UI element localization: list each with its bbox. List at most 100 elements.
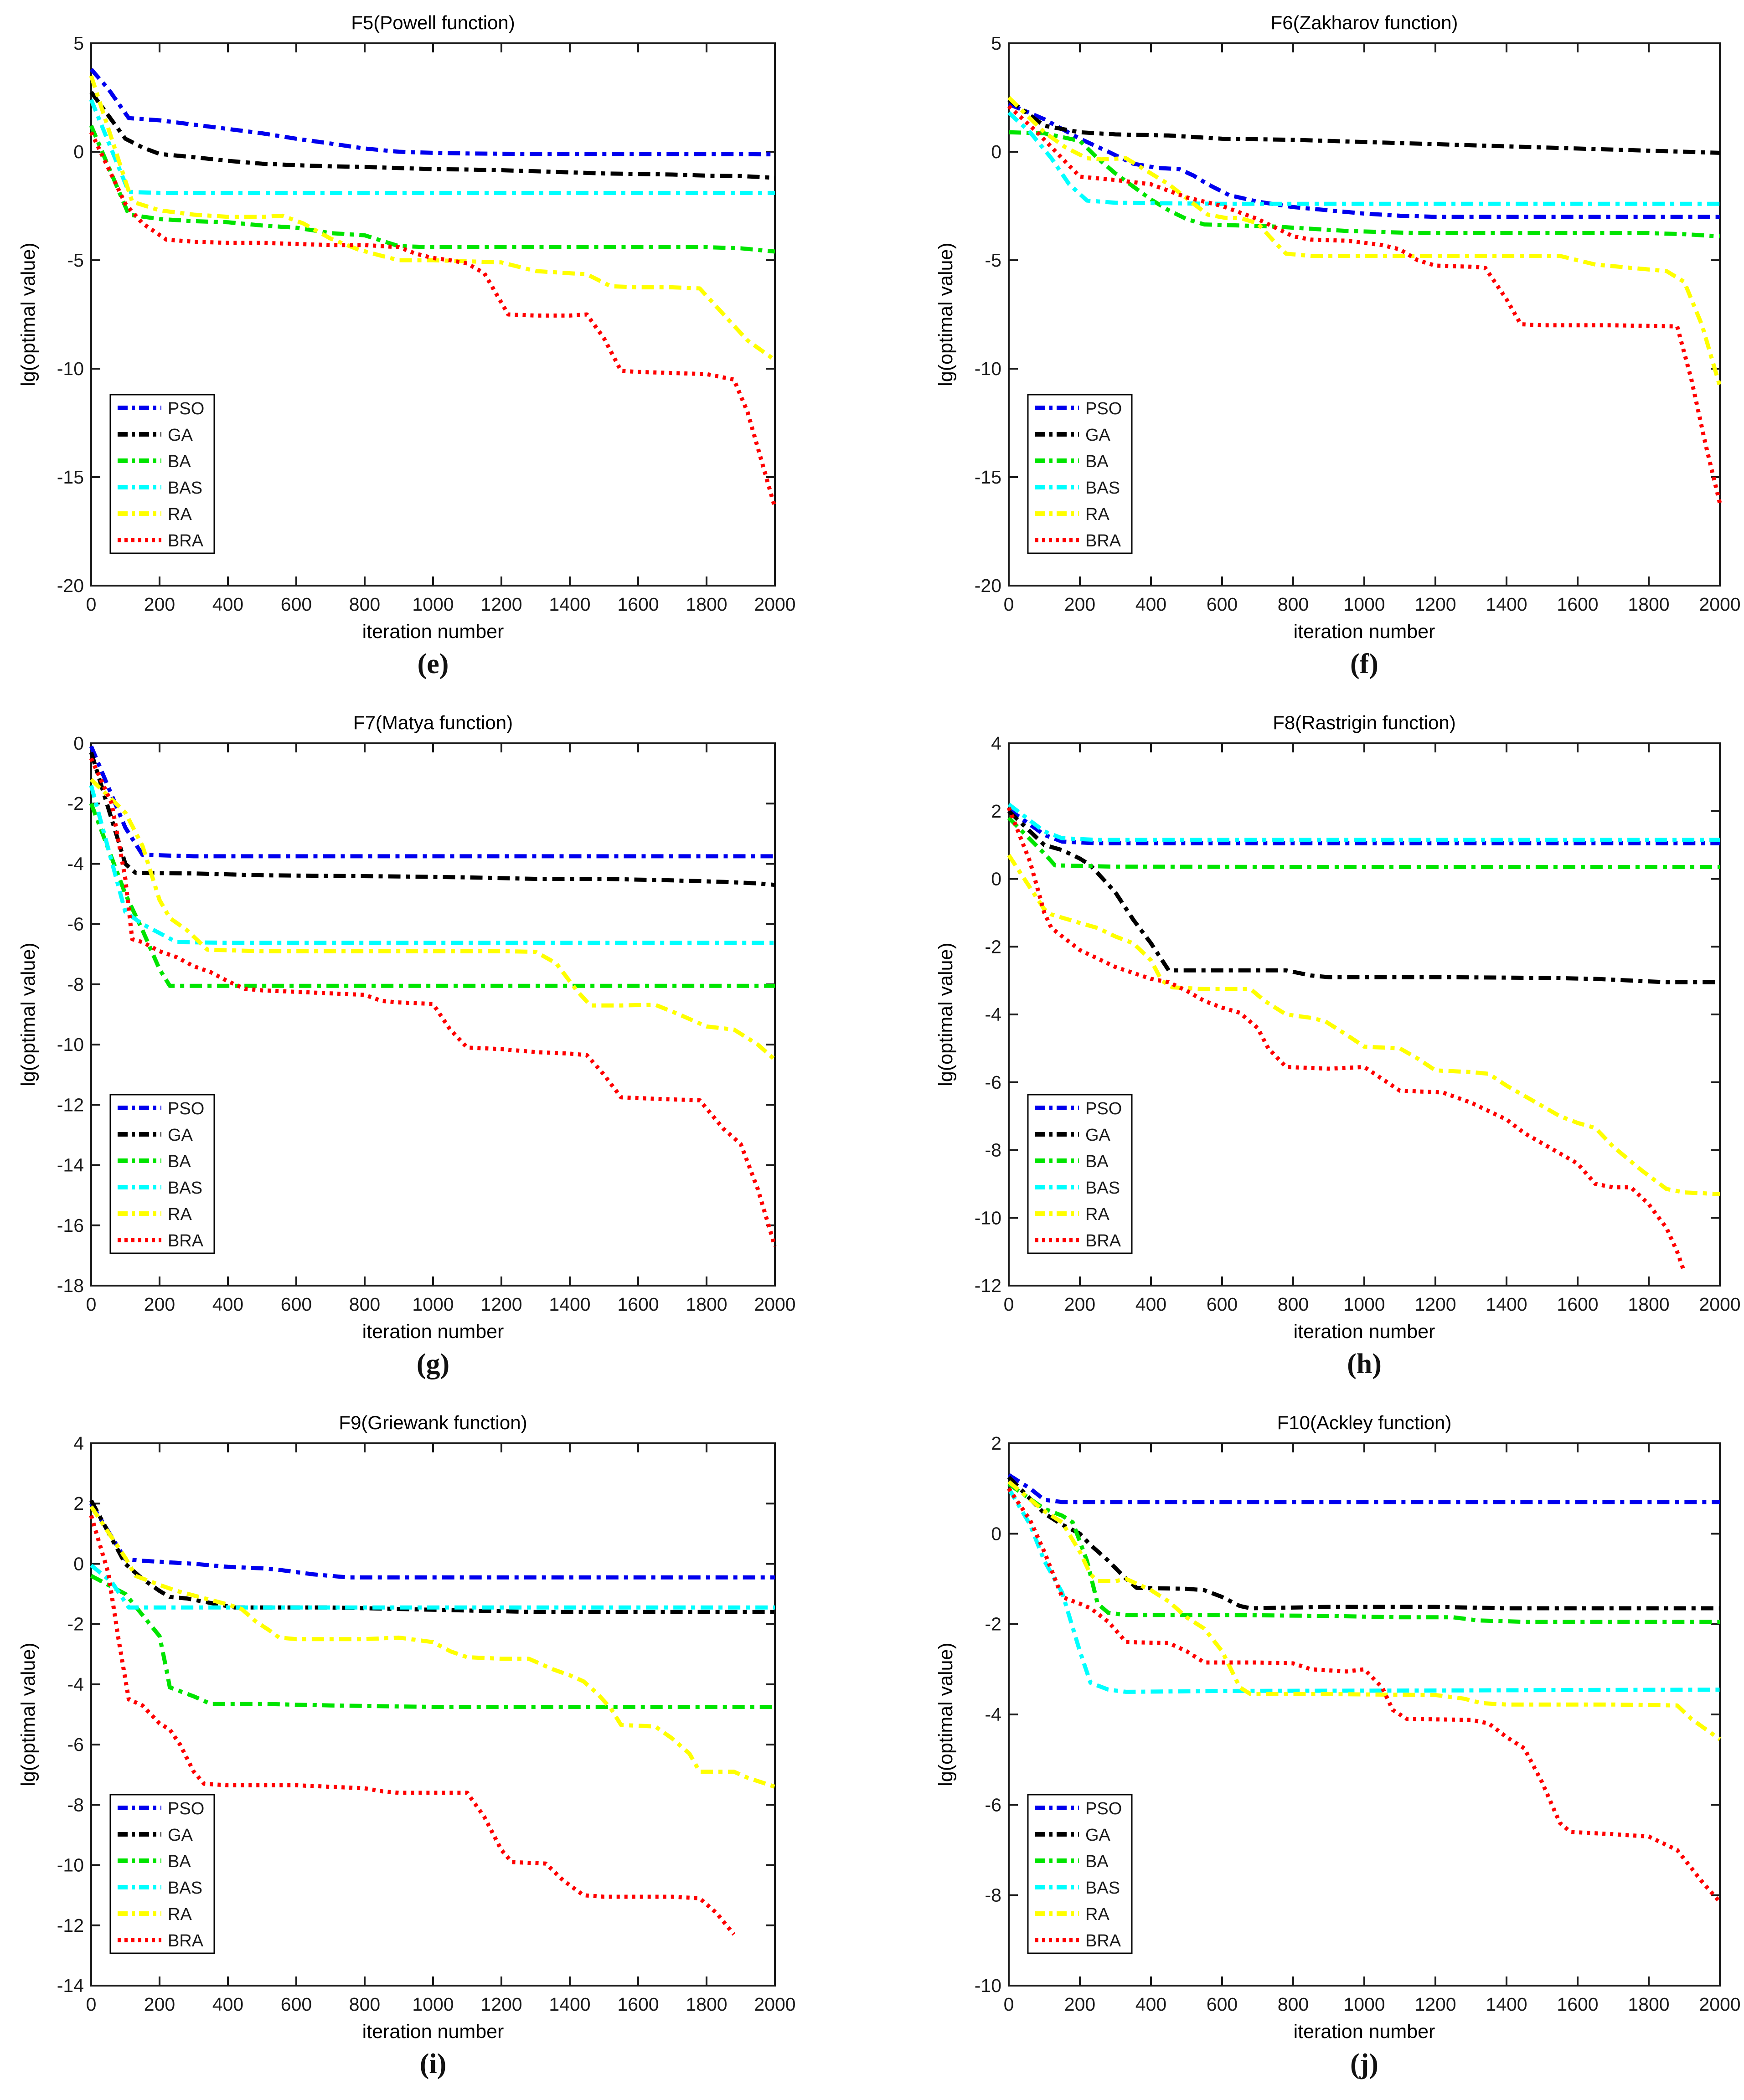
- series-line-ba: [1007, 1482, 1720, 1624]
- legend-label-ra: RA: [1085, 1905, 1109, 1924]
- legend-label-bra: BRA: [168, 1931, 204, 1951]
- chart-panel-i: 0 200 400 600 800 1000 1200 1400 1600 1800 2000 4 2 0…: [0, 1400, 872, 2100]
- y-tick-label: -16: [57, 1215, 84, 1236]
- series-line-pso: [89, 1502, 775, 1580]
- x-tick-label: 0: [1004, 1994, 1014, 2015]
- x-tick-label: 1600: [617, 594, 659, 615]
- series-line-ra: [1007, 854, 1720, 1196]
- legend-label-ga: GA: [1085, 1126, 1111, 1145]
- legend-label-bas: BAS: [168, 479, 202, 498]
- series-line-ba: [90, 1574, 775, 1709]
- series-line-bra: [89, 1515, 736, 1936]
- legend-label-bra: BRA: [168, 531, 204, 551]
- x-tick-label: 1800: [686, 1994, 727, 2015]
- legend-label-pso: PSO: [1085, 399, 1122, 418]
- x-tick-label: 800: [1278, 1994, 1309, 2015]
- series-line-ra: [1007, 96, 1722, 387]
- x-tick-label: 2000: [1699, 1294, 1740, 1315]
- series-line-pso: [89, 68, 775, 157]
- y-tick-label: 0: [73, 733, 84, 754]
- series-line-bra: [89, 757, 777, 1247]
- x-tick-label: 800: [1278, 1294, 1309, 1315]
- y-tick-label: -10: [975, 1975, 1001, 1996]
- y-tick-label: -12: [57, 1094, 84, 1115]
- x-tick-label: 1400: [1486, 594, 1527, 615]
- x-tick-label: 400: [212, 1994, 243, 2015]
- legend-label-bas: BAS: [1085, 1879, 1120, 1898]
- series-line-ra: [89, 75, 776, 362]
- y-tick-label: 2: [991, 1433, 1001, 1454]
- y-tick-label: 0: [73, 1553, 84, 1574]
- x-tick-label: 400: [1135, 1294, 1166, 1315]
- x-tick-label: 1800: [1628, 1294, 1669, 1315]
- chart-plot-f: 0 200 400 600 800 1000 1200 1400 1600 1800 200050-…: [975, 33, 1741, 615]
- legend-label-ba: BA: [168, 1152, 191, 1171]
- x-tick-label: 0: [1004, 594, 1014, 615]
- x-tick-label: 1400: [1486, 1994, 1527, 2015]
- y-tick-label: -6: [985, 1794, 1001, 1815]
- legend-label-ga: GA: [168, 1126, 193, 1145]
- y-tick-label: 0: [73, 141, 84, 162]
- y-tick-label: -12: [975, 1275, 1001, 1296]
- x-tick-label: 600: [1207, 594, 1238, 615]
- x-tick-label: 600: [281, 1294, 312, 1315]
- legend-box: [1027, 394, 1133, 554]
- legend-label-pso: PSO: [168, 399, 204, 418]
- legend-label-ba: BA: [1085, 1852, 1109, 1871]
- x-tick-label: 1400: [549, 1294, 590, 1315]
- y-tick-label: -20: [975, 575, 1001, 596]
- y-tick-label: -10: [57, 358, 84, 379]
- series-line-bra: [1007, 104, 1722, 504]
- y-tick-label: -18: [57, 1275, 84, 1296]
- y-tick-label: -14: [57, 1975, 84, 1996]
- series-line-ba: [89, 803, 775, 988]
- y-tick-label: -6: [67, 1734, 84, 1755]
- legend-label-pso: PSO: [1085, 1799, 1122, 1818]
- legend-label-bra: BRA: [1085, 531, 1121, 551]
- x-tick-label: 1000: [1343, 594, 1385, 615]
- x-tick-label: 0: [86, 1294, 97, 1315]
- x-tick-label: 400: [1135, 1994, 1166, 2015]
- legend-label-ra: RA: [168, 1205, 192, 1224]
- series-line-pso: [1008, 102, 1720, 219]
- chart-plot-h: 0 200 400 600 800 1000 1200 1400 1600 1800 2000 4 2 0…: [975, 733, 1741, 1315]
- y-tick-label: 5: [991, 33, 1001, 54]
- y-tick-label: -2: [985, 936, 1001, 957]
- series-line-pso: [89, 745, 775, 859]
- chart-plot-i: 0 200 400 600 800 1000 1200 1400 1600 1800 2000 4 2 0…: [57, 1433, 796, 2015]
- series-line-ga: [1007, 98, 1720, 155]
- legend-label-ra: RA: [1085, 505, 1109, 524]
- legend-box: [109, 1794, 215, 1954]
- x-tick-label: 1600: [1557, 1994, 1598, 2015]
- x-tick-label: 1200: [1414, 1994, 1456, 2015]
- legend-label-ra: RA: [1085, 1205, 1109, 1224]
- series-line-bra: [89, 131, 777, 508]
- x-tick-label: 2000: [754, 594, 795, 615]
- legend-label-pso: PSO: [1085, 1099, 1122, 1118]
- chart-panel-e: 0 200 400 600 800 1000 1200 1400 1600 1800 2000 5 0-…: [0, 0, 872, 700]
- x-tick-label: 800: [349, 1294, 380, 1315]
- y-tick-label: -5: [985, 250, 1001, 271]
- x-tick-label: 800: [1278, 594, 1309, 615]
- x-tick-label: 0: [86, 594, 97, 615]
- x-tick-label: 1800: [686, 1294, 727, 1315]
- y-tick-label: 2: [73, 1493, 84, 1514]
- y-tick-label: -2: [67, 1614, 84, 1635]
- y-tick-label: -8: [67, 1794, 84, 1815]
- y-tick-label: -5: [67, 250, 84, 271]
- x-tick-label: 200: [144, 594, 175, 615]
- x-tick-label: 1800: [1628, 1994, 1669, 2015]
- y-tick-label: -20: [57, 575, 84, 596]
- chart-panel-g: 0 200 400 600 800 1000 1200 1400 1600 1800 2000 0 -2…: [0, 700, 872, 1400]
- chart-plot-j: 0 200 400 600 800 1000 1200 1400 1600 1800 200020-…: [975, 1433, 1741, 2015]
- x-tick-label: 1000: [412, 594, 454, 615]
- legend-box: [109, 1094, 215, 1254]
- x-tick-label: 1800: [686, 594, 727, 615]
- y-tick-label: 0: [991, 141, 1001, 162]
- legend-label-ba: BA: [1085, 1152, 1109, 1171]
- y-tick-label: 4: [73, 1433, 84, 1454]
- x-tick-label: 400: [212, 1294, 243, 1315]
- x-tick-label: 400: [1135, 594, 1166, 615]
- x-tick-label: 200: [1064, 594, 1095, 615]
- chart-panel-f: 0 200 400 600 800 1000 1200 1400 1600 1800 2000 5 0-…: [872, 0, 1744, 700]
